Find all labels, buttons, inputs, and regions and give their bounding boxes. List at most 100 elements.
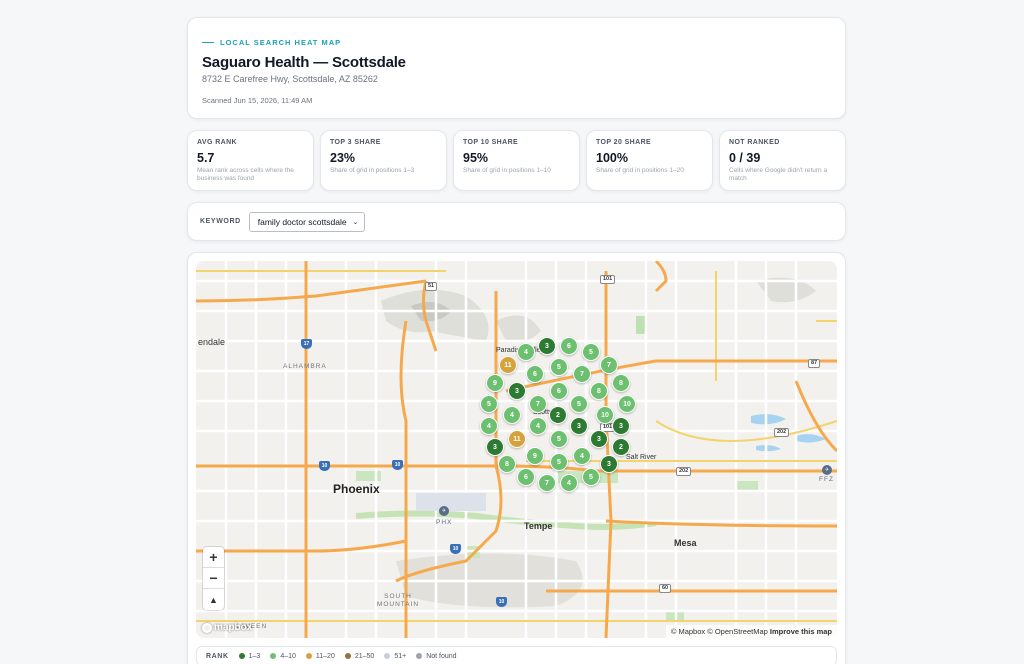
- eyebrow-text: LOCAL SEARCH HEAT MAP: [220, 38, 342, 47]
- rank-pin[interactable]: 2: [549, 406, 567, 424]
- route-shield-51: 51: [425, 282, 438, 291]
- stat-top3-share: TOP 3 SHARE 23% Share of grid in positio…: [320, 130, 447, 191]
- rank-pin[interactable]: 7: [600, 356, 618, 374]
- rank-pin[interactable]: 3: [570, 417, 588, 435]
- stat-description: Mean rank across cells where the busines…: [197, 167, 294, 182]
- rank-pin[interactable]: 8: [590, 382, 608, 400]
- city-label-phoenix: Phoenix: [333, 482, 380, 496]
- rank-pin[interactable]: 11: [508, 430, 526, 448]
- rank-pin[interactable]: 7: [529, 395, 547, 413]
- stat-value: 95%: [463, 151, 489, 165]
- legend-item: 51+: [384, 653, 406, 660]
- rank-pin[interactable]: 4: [503, 406, 521, 424]
- rank-pin[interactable]: 3: [508, 382, 526, 400]
- stat-label: TOP 20 SHARE: [596, 139, 652, 146]
- rank-pin[interactable]: 4: [480, 417, 498, 435]
- stat-value: 0 / 39: [729, 151, 761, 165]
- rank-pin[interactable]: 7: [573, 365, 591, 383]
- scan-timestamp: Scanned Jun 15, 2026, 11:49 AM: [202, 96, 313, 105]
- interstate-shield-10b: 10: [392, 460, 403, 470]
- city-label-salt-river: Salt River: [626, 454, 657, 461]
- stat-top20-share: TOP 20 SHARE 100% Share of grid in posit…: [586, 130, 713, 191]
- business-address: 8732 E Carefree Hwy, Scottsdale, AZ 8526…: [202, 74, 378, 84]
- legend-swatch: [238, 653, 245, 659]
- rank-pin[interactable]: 8: [498, 455, 516, 473]
- heat-map[interactable]: endale Phoenix Tempe Mesa Paradise Valle…: [196, 261, 837, 638]
- area-label-alhambra: ALHAMBRA: [283, 363, 327, 370]
- rank-pin[interactable]: 5: [550, 358, 568, 376]
- legend-swatch: [305, 653, 312, 659]
- rank-pin[interactable]: 5: [550, 453, 568, 471]
- rank-pin[interactable]: 3: [612, 417, 630, 435]
- legend-swatch: [270, 653, 277, 659]
- legend-swatch: [416, 653, 423, 659]
- rank-pin[interactable]: 6: [560, 337, 578, 355]
- rank-pin[interactable]: 7: [538, 474, 556, 492]
- rank-pin[interactable]: 5: [582, 343, 600, 361]
- interstate-shield-10a: 10: [319, 461, 330, 471]
- stat-description: Share of grid in positions 1–20: [596, 167, 684, 174]
- rank-pin[interactable]: 2: [612, 438, 630, 456]
- rank-pin[interactable]: 3: [590, 430, 608, 448]
- area-label-laveen: LAVEEN: [236, 623, 268, 630]
- rank-pin[interactable]: 11: [499, 356, 517, 374]
- area-label-south-mountain: SOUTH MOUNTAIN: [376, 593, 420, 608]
- airport-ffz-icon: ✈: [822, 465, 832, 475]
- rank-pin[interactable]: 5: [550, 430, 568, 448]
- zoom-out-button[interactable]: −: [203, 568, 224, 589]
- stat-avg-rank: AVG RANK 5.7 Mean rank across cells wher…: [187, 130, 314, 191]
- rank-pin[interactable]: 8: [612, 374, 630, 392]
- rank-legend: RANK 1–3 4–10 11–20 21–50 51+ Not found: [196, 646, 837, 664]
- rank-pin[interactable]: 9: [486, 374, 504, 392]
- legend-swatch: [344, 653, 351, 659]
- map-zoom-controls: + − ▲: [203, 547, 224, 610]
- legend-item: 1–3: [238, 653, 260, 660]
- legend-item: 11–20: [305, 653, 335, 660]
- rank-pin[interactable]: 6: [526, 365, 544, 383]
- rank-pin[interactable]: 4: [529, 417, 547, 435]
- route-shield-101: 101: [600, 275, 616, 284]
- stat-label: TOP 10 SHARE: [463, 139, 519, 146]
- rank-pin[interactable]: 5: [480, 395, 498, 413]
- attribution-mapbox-link[interactable]: © Mapbox: [670, 627, 706, 636]
- eyebrow: LOCAL SEARCH HEAT MAP: [202, 38, 831, 47]
- route-shield-60: 60: [659, 584, 672, 593]
- business-name: Saguaro Health — Scottsdale: [202, 54, 406, 71]
- legend-item: 4–10: [270, 653, 296, 660]
- rank-pin[interactable]: 6: [517, 468, 535, 486]
- stat-label: AVG RANK: [197, 139, 238, 146]
- keyword-select[interactable]: family doctor scottsdale ⌄: [248, 211, 366, 232]
- map-basemap: [196, 261, 837, 638]
- zoom-in-button[interactable]: +: [203, 547, 224, 568]
- mapbox-logo[interactable]: mapbox: [202, 622, 252, 633]
- airport-label-phx: PHX: [436, 519, 453, 526]
- interstate-shield-10d: 10: [496, 597, 507, 607]
- rank-pin[interactable]: 5: [582, 468, 600, 486]
- stat-value: 100%: [596, 151, 628, 165]
- rank-pin[interactable]: 3: [486, 438, 504, 456]
- stat-top10-share: TOP 10 SHARE 95% Share of grid in positi…: [453, 130, 580, 191]
- airport-phx-icon: ✈: [439, 506, 449, 516]
- legend-item: Not found: [416, 653, 457, 660]
- rank-pin[interactable]: 10: [596, 406, 614, 424]
- chevron-down-icon: ⌄: [352, 218, 359, 226]
- rank-pin[interactable]: 3: [538, 337, 556, 355]
- keyword-bar: KEYWORD family doctor scottsdale ⌄: [187, 202, 846, 241]
- airport-label-ffz: FFZ: [819, 476, 834, 483]
- rank-pin[interactable]: 4: [517, 343, 535, 361]
- attribution-osm-link[interactable]: © OpenStreetMap: [707, 627, 768, 636]
- rank-pin[interactable]: 4: [573, 447, 591, 465]
- rank-pin[interactable]: 5: [570, 395, 588, 413]
- rank-pin[interactable]: 9: [526, 447, 544, 465]
- improve-map-link[interactable]: Improve this map: [769, 627, 832, 636]
- rank-pin[interactable]: 6: [550, 382, 568, 400]
- rank-pin[interactable]: 3: [600, 455, 618, 473]
- keyword-selected-value: family doctor scottsdale: [257, 216, 347, 227]
- rank-pin[interactable]: 10: [618, 395, 636, 413]
- report-header: LOCAL SEARCH HEAT MAP Saguaro Health — S…: [187, 17, 846, 119]
- compass-button[interactable]: ▲: [209, 594, 218, 605]
- stat-not-ranked: NOT RANKED 0 / 39 Cells where Google did…: [719, 130, 846, 191]
- map-card: endale Phoenix Tempe Mesa Paradise Valle…: [187, 252, 846, 664]
- stat-description: Cells where Google didn't return a match: [729, 167, 828, 182]
- rank-pin[interactable]: 4: [560, 474, 578, 492]
